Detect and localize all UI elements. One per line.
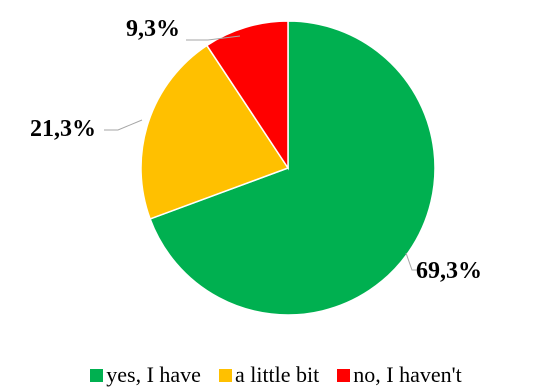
data-label-no: 9,3%: [126, 16, 180, 42]
legend-label-yes: yes, I have: [106, 362, 201, 387]
pie-slice-no: [205, 20, 289, 171]
pie-slice-little: [140, 44, 290, 220]
leader-line-little: [104, 119, 143, 131]
legend-swatch-little: [218, 368, 232, 382]
legend-label-little: a little bit: [234, 362, 320, 387]
legend-item-little: a little bit: [218, 362, 320, 388]
legend-swatch-no: [337, 368, 351, 382]
pie-chart: 69,3% 21,3% 9,3%: [30, 16, 482, 316]
legend-label-no: no, I haven't: [353, 362, 462, 387]
legend-swatch-yes: [90, 368, 104, 382]
leader-line-yes: [405, 252, 418, 271]
legend-item-no: no, I haven't: [337, 362, 462, 388]
pie-slice-yes: [149, 20, 436, 316]
leader-line-no: [186, 35, 241, 41]
data-label-yes: 69,3%: [416, 258, 482, 284]
legend: yes, I have a little bit no, I haven't: [0, 362, 552, 388]
legend-item-yes: yes, I have: [90, 362, 201, 388]
data-label-little: 21,3%: [30, 116, 96, 142]
